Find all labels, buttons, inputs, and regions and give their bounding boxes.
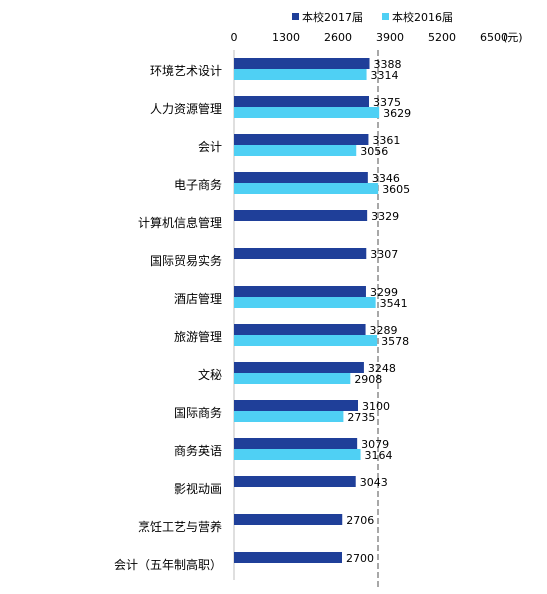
x-tick-label: 0 xyxy=(231,31,238,44)
bar-2017 xyxy=(234,210,368,221)
x-tick-label: 3900 xyxy=(376,31,404,44)
category-label: 文秘 xyxy=(198,367,222,382)
category-label: 国际贸易实务 xyxy=(150,253,222,268)
bar-2016 xyxy=(234,373,351,384)
bar-value-label: 3361 xyxy=(372,134,400,147)
bar-2017 xyxy=(234,362,364,373)
bar-2016 xyxy=(234,449,361,460)
bar-value-label: 2706 xyxy=(346,514,374,527)
category-label: 国际商务 xyxy=(174,405,222,420)
bar-2017 xyxy=(234,172,368,183)
bar-2017 xyxy=(234,552,342,563)
legend-label-2017: 本校2017届 xyxy=(302,10,363,24)
category-label: 电子商务 xyxy=(174,177,222,192)
bar-value-label: 3056 xyxy=(360,145,388,158)
bar-value-label: 3375 xyxy=(373,96,401,109)
category-label: 会计（五年制高职） xyxy=(114,557,222,572)
category-label: 计算机信息管理 xyxy=(138,215,222,230)
x-axis-ticks: 0 1300 2600 3900 5200 6500 xyxy=(231,31,509,44)
category-label: 影视动画 xyxy=(174,481,222,496)
bar-2016 xyxy=(234,69,367,80)
bar-2017 xyxy=(234,514,343,525)
bar-value-label: 3605 xyxy=(382,183,410,196)
legend-swatch-2017 xyxy=(292,13,299,20)
bar-2017 xyxy=(234,324,366,335)
bar-value-label: 3307 xyxy=(370,248,398,261)
category-label: 烹饪工艺与营养 xyxy=(138,519,222,534)
bar-value-label: 2908 xyxy=(354,373,382,386)
bar-value-label: 3388 xyxy=(374,58,402,71)
bar-2016 xyxy=(234,107,380,118)
bar-value-label: 3079 xyxy=(361,438,389,451)
bars xyxy=(234,58,380,563)
category-label: 酒店管理 xyxy=(174,291,222,306)
bar-value-label: 3164 xyxy=(365,449,393,462)
bar-2017 xyxy=(234,248,367,259)
bar-2016 xyxy=(234,297,376,308)
bar-value-label: 3299 xyxy=(370,286,398,299)
category-label: 人力资源管理 xyxy=(150,101,222,116)
bar-value-label: 3329 xyxy=(371,210,399,223)
bar-2017 xyxy=(234,476,356,487)
x-tick-label: 2600 xyxy=(324,31,352,44)
bar-2017 xyxy=(234,96,369,107)
bar-2016 xyxy=(234,411,344,422)
bar-value-label: 3314 xyxy=(371,69,399,82)
bar-2017 xyxy=(234,134,369,145)
bar-value-label: 3541 xyxy=(380,297,408,310)
bar-value-label: 3289 xyxy=(370,324,398,337)
bar-value-label: 3346 xyxy=(372,172,400,185)
category-label: 旅游管理 xyxy=(174,329,222,344)
bar-2016 xyxy=(234,335,378,346)
category-label: 环境艺术设计 xyxy=(150,63,222,78)
bar-value-label: 3629 xyxy=(383,107,411,120)
category-labels: 环境艺术设计人力资源管理会计电子商务计算机信息管理国际贸易实务酒店管理旅游管理文… xyxy=(114,63,222,572)
x-axis-unit: (元) xyxy=(503,31,523,44)
bar-2017 xyxy=(234,400,358,411)
bar-2017 xyxy=(234,286,366,297)
bar-value-label: 3578 xyxy=(381,335,409,348)
bar-value-label: 2700 xyxy=(346,552,374,565)
legend-label-2016: 本校2016届 xyxy=(392,10,453,24)
legend: 本校2017届 本校2016届 xyxy=(292,10,453,24)
category-label: 商务英语 xyxy=(174,443,222,458)
bar-2016 xyxy=(234,145,357,156)
bar-value-label: 3043 xyxy=(360,476,388,489)
x-tick-label: 1300 xyxy=(272,31,300,44)
bar-value-label: 3248 xyxy=(368,362,396,375)
bar-2017 xyxy=(234,58,370,69)
bar-2017 xyxy=(234,438,358,449)
legend-swatch-2016 xyxy=(382,13,389,20)
bar-2016 xyxy=(234,183,379,194)
x-tick-label: 5200 xyxy=(428,31,456,44)
category-label: 会计 xyxy=(198,140,222,154)
bar-value-label: 3100 xyxy=(362,400,390,413)
x-tick-label: 6500 xyxy=(480,31,508,44)
bar-value-label: 2735 xyxy=(347,411,375,424)
